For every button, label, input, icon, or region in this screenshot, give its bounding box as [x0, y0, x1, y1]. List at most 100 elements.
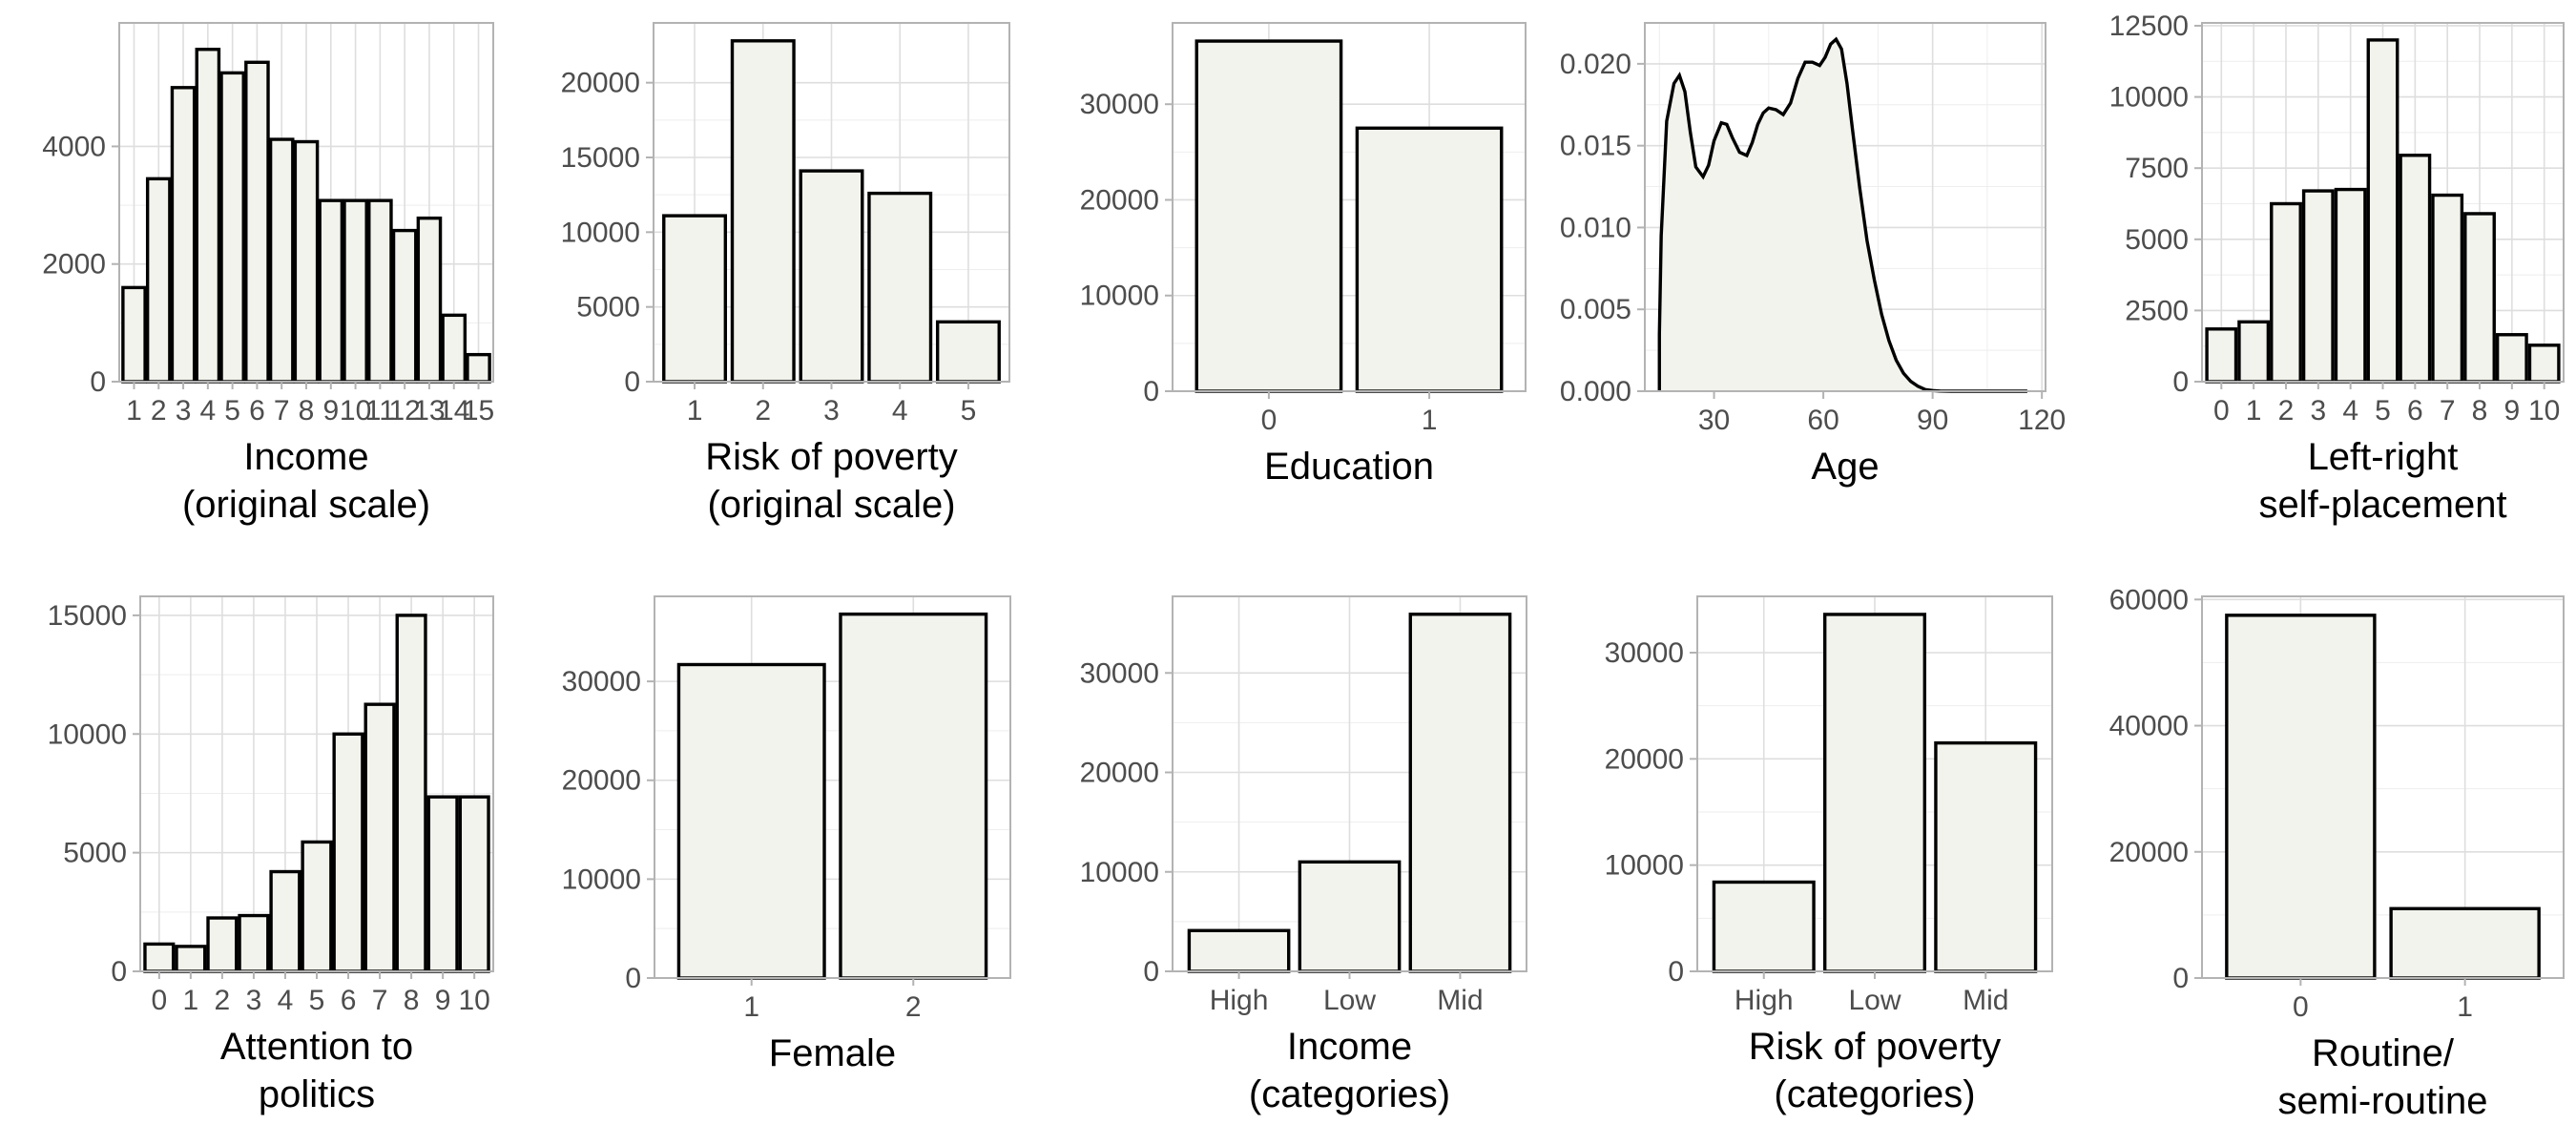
- y-tick-label: 5000: [63, 838, 127, 869]
- x-axis-title: Routine/: [2312, 1032, 2455, 1074]
- x-tick-label: Low: [1323, 985, 1376, 1016]
- x-tick-label: 10: [340, 395, 371, 427]
- bar-3: [170, 86, 197, 384]
- y-tick-label: 0: [1143, 376, 1159, 407]
- panel-border: [1172, 22, 1527, 392]
- bar-1: [121, 285, 147, 384]
- y-tick-label: 0: [2172, 366, 2189, 398]
- y-tick-label: 0: [2172, 963, 2189, 994]
- bar-7: [364, 702, 396, 973]
- y-tick-label: 10000: [562, 864, 641, 895]
- x-tick-label: 6: [249, 395, 265, 427]
- y-tick-label: 0: [625, 963, 641, 994]
- y-tick-label: 0.010: [1560, 212, 1631, 243]
- density-line: [1657, 36, 2027, 393]
- bar-5: [301, 840, 333, 973]
- y-tick-label: 0: [90, 366, 106, 398]
- bar-9: [2495, 333, 2528, 384]
- bar-Mid: [1408, 613, 1512, 973]
- y-tick-label: 0: [111, 956, 127, 988]
- y-tick-label: 20000: [1605, 743, 1684, 775]
- bar-1: [175, 945, 207, 973]
- x-tick-label: 7: [274, 395, 290, 427]
- bar-10: [343, 198, 368, 384]
- bar-6: [332, 732, 364, 973]
- x-tick-label: 13: [413, 395, 445, 427]
- x-tick-label: Mid: [1963, 985, 2008, 1016]
- y-tick-label: 10000: [561, 217, 640, 248]
- bar-4: [269, 869, 301, 973]
- x-tick-label: 10: [2528, 395, 2560, 427]
- x-tick-label: 1: [183, 985, 199, 1016]
- x-axis-title: Age: [1811, 446, 1879, 488]
- x-tick-label: Mid: [1437, 985, 1483, 1016]
- y-tick-label: 10000: [1080, 281, 1159, 312]
- bar-2: [145, 177, 172, 384]
- x-tick-label: High: [1210, 985, 1269, 1016]
- bar-6: [244, 60, 270, 384]
- bar-15: [466, 352, 491, 384]
- bar-2: [2270, 201, 2302, 384]
- x-tick-label: 4: [2342, 395, 2358, 427]
- y-tick-label: 5000: [2125, 224, 2189, 256]
- x-axis-title: Income: [243, 436, 368, 478]
- bar-6: [2399, 154, 2432, 384]
- density-area: [1659, 39, 2027, 391]
- x-tick-label: 9: [435, 985, 451, 1016]
- bar-1: [662, 214, 728, 384]
- x-tick-label: 2: [905, 991, 922, 1023]
- bar-14: [441, 313, 467, 384]
- bar-0: [143, 942, 176, 973]
- y-tick-label: 0: [1143, 956, 1159, 988]
- y-tick-label: 30000: [1080, 657, 1159, 689]
- x-tick-label: 14: [438, 395, 469, 427]
- y-tick-label: 10000: [1605, 850, 1684, 882]
- x-tick-label: 3: [823, 395, 840, 427]
- y-tick-label: 10000: [1080, 857, 1159, 888]
- x-tick-label: 2: [215, 985, 231, 1016]
- bar-0: [1195, 39, 1343, 393]
- bar-1: [2389, 906, 2541, 980]
- bar-3: [799, 169, 864, 384]
- y-tick-label: 0.020: [1560, 49, 1631, 80]
- bar-High: [1187, 928, 1291, 973]
- x-tick-label: 1: [1422, 405, 1438, 436]
- x-tick-label: 15: [463, 395, 494, 427]
- bar-12: [391, 228, 418, 384]
- y-tick-label: 2000: [42, 249, 106, 281]
- x-tick-label: 6: [2407, 395, 2423, 427]
- x-tick-label: 8: [2472, 395, 2488, 427]
- x-axis-title: (original scale): [707, 484, 955, 526]
- x-tick-label: 1: [126, 395, 142, 427]
- chart-panel-8: 0 10000 20000 30000 High Low Mid Income (categor…: [1080, 595, 1527, 1115]
- x-axis-title: Risk of poverty: [1749, 1026, 2002, 1068]
- x-axis-title: Female: [769, 1032, 896, 1074]
- x-axis-title: Education: [1264, 446, 1434, 488]
- y-tick-label: 0.005: [1560, 294, 1631, 325]
- y-tick-label: 10000: [48, 718, 127, 750]
- panel-border: [1644, 22, 2046, 392]
- bar-2: [730, 39, 796, 384]
- x-axis-title: politics: [259, 1073, 375, 1115]
- bar-1: [676, 662, 826, 980]
- chart-panel-3: 0 10000 20000 30000 0 1 Education: [1080, 22, 1527, 488]
- y-tick-label: 5000: [576, 292, 640, 323]
- y-tick-label: 4000: [42, 131, 106, 162]
- x-tick-label: 1: [687, 395, 703, 427]
- bar-4: [195, 48, 221, 384]
- y-tick-label: 20000: [1080, 758, 1159, 789]
- x-axis-title: Left-right: [2308, 436, 2459, 478]
- panel-border: [2201, 595, 2565, 979]
- y-tick-label: 10000: [2109, 82, 2189, 114]
- bar-9: [318, 198, 344, 384]
- y-tick-label: 20000: [561, 68, 640, 99]
- bar-Low: [1822, 613, 1927, 973]
- y-tick-label: 60000: [2109, 584, 2189, 615]
- x-tick-label: 5: [224, 395, 240, 427]
- x-tick-label: 1: [2457, 991, 2473, 1023]
- x-tick-label: 9: [2504, 395, 2521, 427]
- x-axis-title: (categories): [1774, 1073, 1975, 1115]
- x-tick-label: 8: [404, 985, 420, 1016]
- bar-2: [839, 612, 988, 980]
